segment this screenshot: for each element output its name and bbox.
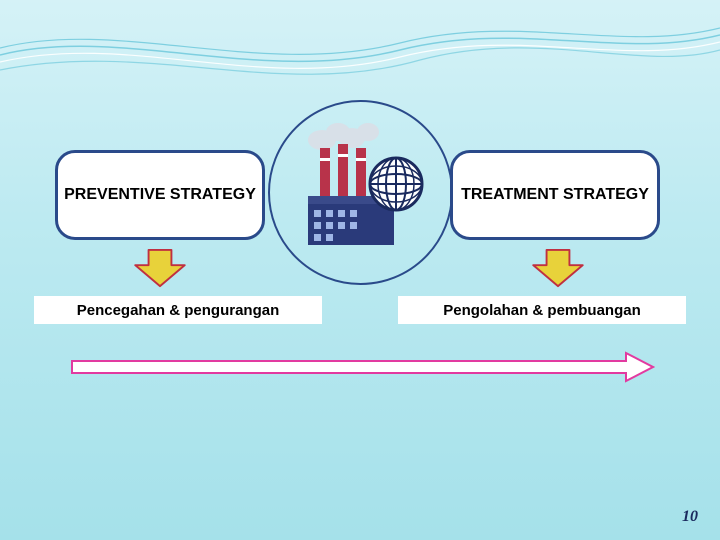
factory-globe-illustration [286,118,436,268]
long-horizontal-arrow [70,350,655,384]
right-label-band: Pengolahan & pembuangan [398,296,686,324]
right-strategy-bubble: TREATMENT STRATEGY [450,150,660,240]
right-bubble-text: TREATMENT STRATEGY [461,185,649,205]
left-down-arrow [130,248,190,288]
center-circle [268,100,453,285]
left-label-text: Pencegahan & pengurangan [77,302,280,319]
left-label-band: Pencegahan & pengurangan [34,296,322,324]
right-label-text: Pengolahan & pembuangan [443,302,641,319]
wave-decoration [0,0,720,90]
right-down-arrow [528,248,588,288]
left-strategy-bubble: PREVENTIVE STRATEGY [55,150,265,240]
page-number: 10 [682,508,698,526]
left-bubble-text: PREVENTIVE STRATEGY [64,185,256,205]
